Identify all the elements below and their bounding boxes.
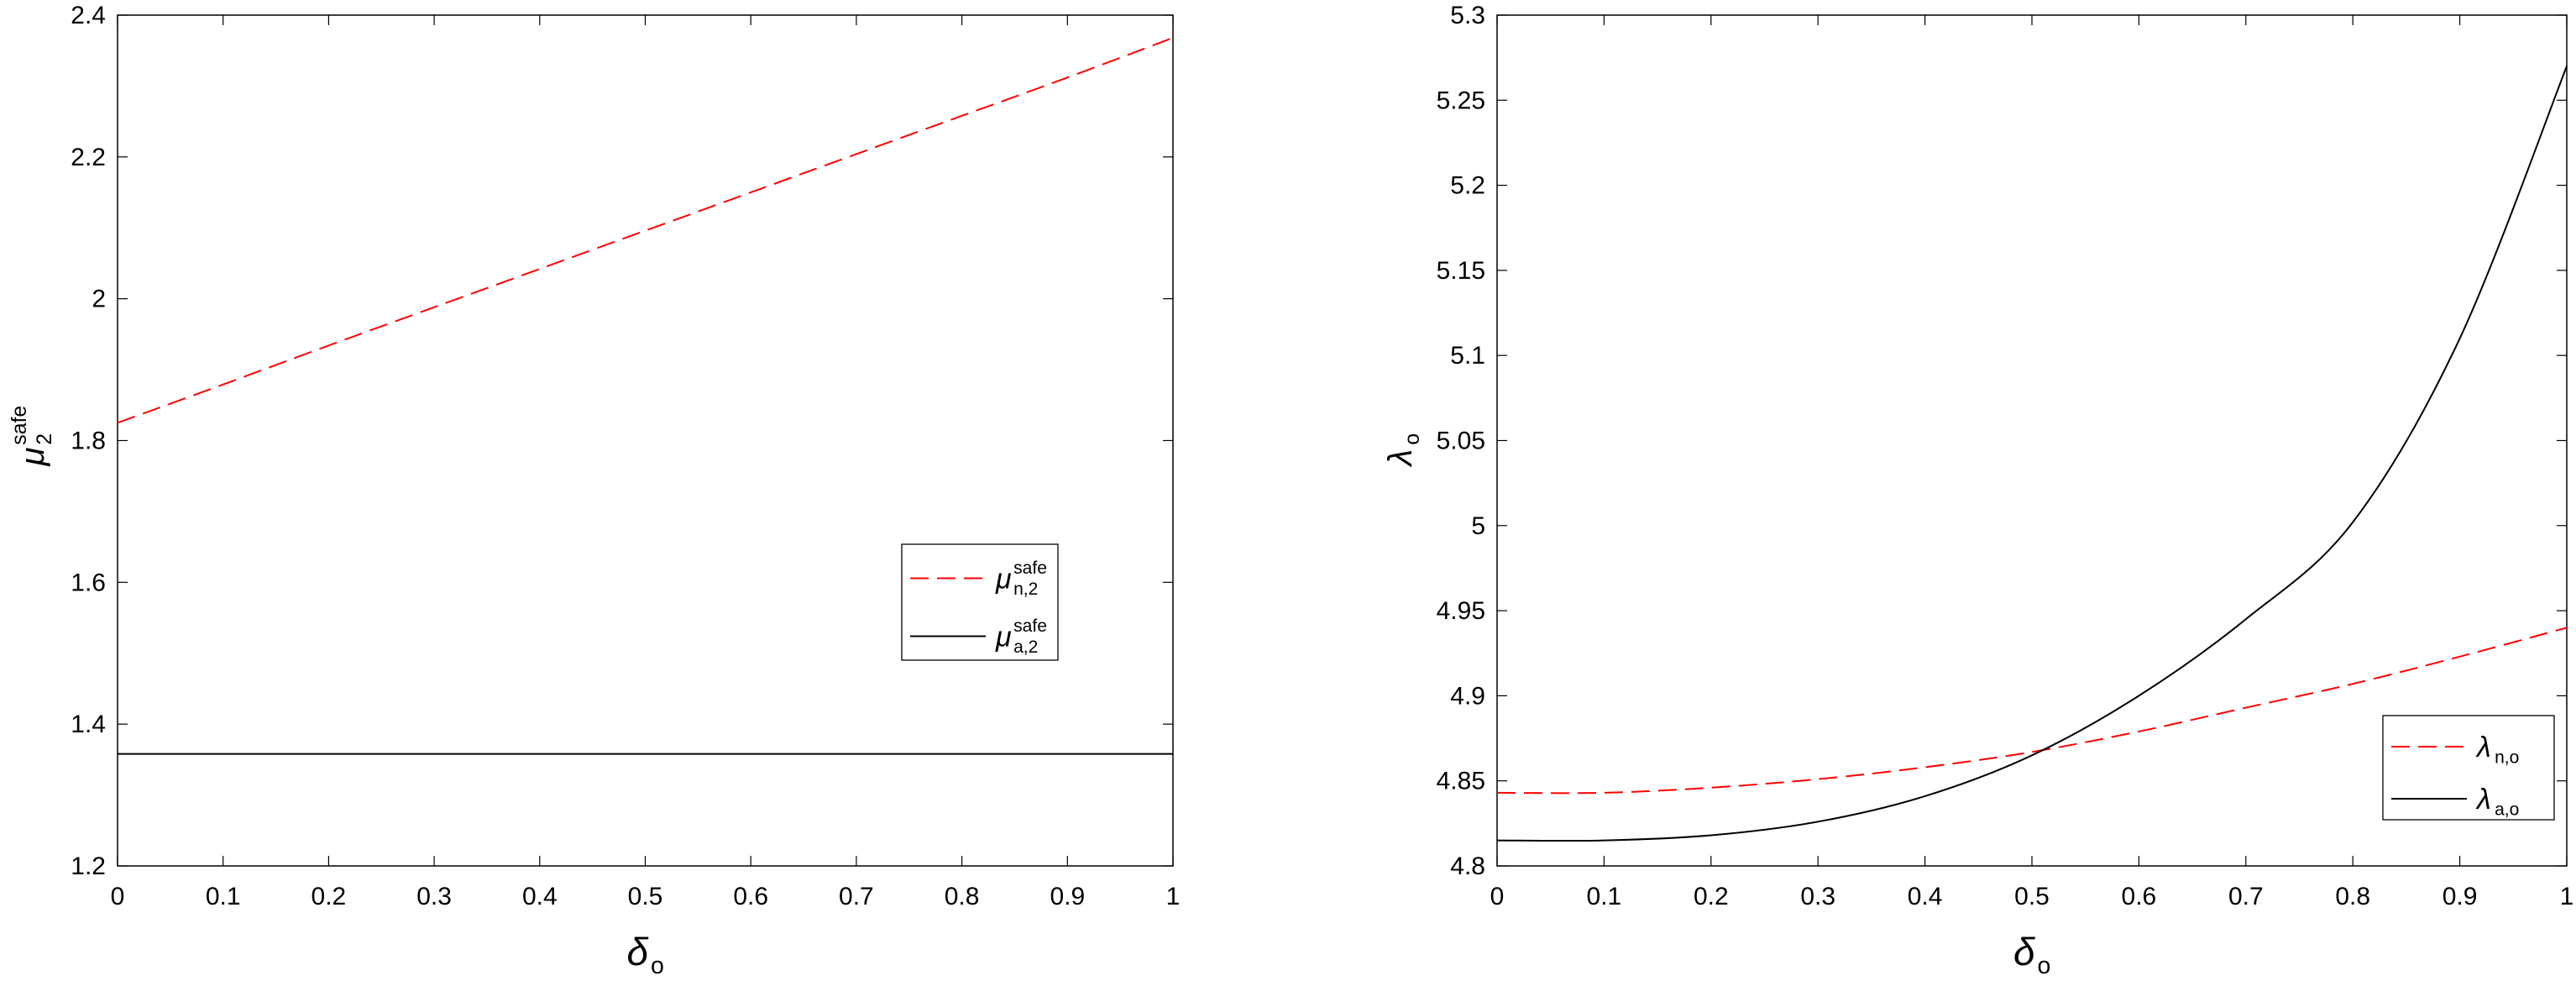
y-tick-label: 4.9	[1450, 682, 1485, 710]
legend-entry-1: μ safe n,2	[995, 559, 1047, 599]
series-line-2	[1496, 66, 2568, 842]
chart-2: 0 0.1 0.2 0.3 0.4 0.5 0.6 0.7 0.8 0.9 1 4.8 4.85 4.9 4…	[1382, 2, 2573, 979]
y-axis-label-sub: o	[1401, 433, 1424, 445]
y-axis-label-base: μ	[14, 448, 51, 467]
x-tick-label: 0.7	[839, 883, 874, 910]
y-axis-label: μ safe 2	[8, 406, 56, 467]
x-tick-label: 0.5	[2014, 883, 2050, 910]
x-tick-label: 0.6	[733, 883, 768, 910]
y-tick-label: 5.2	[1450, 172, 1485, 200]
legend-entry-2-sup: safe	[1013, 616, 1047, 636]
x-tick-label: 0.3	[1800, 883, 1835, 910]
x-tick-label: 0.2	[312, 883, 347, 910]
y-tick-label: 1.8	[71, 428, 106, 455]
x-tick-label: 0.7	[2228, 883, 2264, 910]
x-tick-label: 1	[1166, 883, 1181, 910]
legend-entry-2-sub: a,o	[2495, 800, 2519, 819]
y-tick-label: 2.4	[71, 2, 106, 29]
x-tick-label: 0.8	[945, 883, 980, 910]
legend-entry-2-base: λ	[2475, 784, 2491, 816]
series-line-1	[117, 37, 1174, 424]
legend-entry-2-sub: a,2	[1013, 637, 1038, 657]
legend-entry-1: λ n,o	[2475, 732, 2519, 767]
y-tick-label: 2	[92, 286, 106, 313]
chart-1: 0 0.1 0.2 0.3 0.4 0.5 0.6 0.7 0.8 0.9 1 1.2 1.4 1.6 1.…	[8, 2, 1180, 979]
x-axis-label-base: δ	[627, 930, 649, 973]
x-tick-label: 0.8	[2335, 883, 2370, 910]
y-tick-label: 1.4	[71, 711, 106, 738]
x-axis-label-sub: o	[651, 952, 664, 979]
legend-box	[2382, 715, 2555, 821]
y-tick-label: 5.3	[1450, 2, 1485, 29]
x-tick-label: 0.6	[2122, 883, 2157, 910]
y-tick-label: 1.2	[71, 852, 106, 880]
y-axis-label-sup: safe	[8, 406, 31, 445]
x-tick-label: 0.1	[1587, 883, 1622, 910]
x-tick-label: 0.2	[1694, 883, 1729, 910]
legend-entry-1-sup: safe	[1013, 559, 1047, 578]
y-axis-label: λo	[1382, 433, 1424, 468]
legend-box	[901, 543, 1059, 661]
legend-entry-1-base: μ	[995, 564, 1012, 595]
y-axis-label-base: λ	[1382, 449, 1419, 468]
x-tick-label: 0	[1490, 883, 1505, 910]
x-axis-label-sub: o	[2038, 952, 2051, 979]
x-tick-label: 1	[2560, 883, 2574, 910]
y-tick-label: 2.2	[71, 144, 106, 171]
x-axis-label-base: δ	[2013, 930, 2035, 973]
y-axis-label-sub: 2	[34, 433, 56, 445]
series-line-1	[1496, 627, 2568, 795]
x-tick-label: 0.1	[206, 883, 241, 910]
y-tick-label: 4.95	[1437, 597, 1485, 625]
plot-frame	[117, 14, 1174, 867]
y-tick-label: 5.25	[1437, 87, 1485, 114]
legend-entry-1-sub: n,o	[2495, 748, 2519, 767]
y-tick-label: 5.05	[1437, 428, 1485, 455]
y-tick-label: 4.85	[1437, 768, 1485, 795]
x-tick-label: 0	[111, 883, 125, 910]
x-tick-label: 0.9	[1050, 883, 1085, 910]
y-tick-label: 5.1	[1450, 342, 1485, 370]
legend-entry-2-base: μ	[995, 622, 1012, 653]
legend-entry-1-base: λ	[2475, 732, 2491, 763]
x-tick-label: 0.4	[522, 883, 558, 910]
x-tick-label: 0.4	[1908, 883, 1943, 910]
legend-entry-2: λ a,o	[2475, 784, 2519, 819]
x-tick-label: 0.5	[628, 883, 663, 910]
y-tick-label: 1.6	[71, 569, 106, 596]
y-tick-label: 4.8	[1450, 852, 1485, 880]
legend: λ n,oλ a,o	[2382, 715, 2555, 821]
y-tick-label: 5	[1471, 512, 1485, 540]
x-tick-label: 0.9	[2442, 883, 2478, 910]
legend-entry-1-sub: n,2	[1013, 580, 1038, 599]
x-tick-label: 0.3	[416, 883, 452, 910]
y-tick-label: 5.15	[1437, 257, 1485, 285]
